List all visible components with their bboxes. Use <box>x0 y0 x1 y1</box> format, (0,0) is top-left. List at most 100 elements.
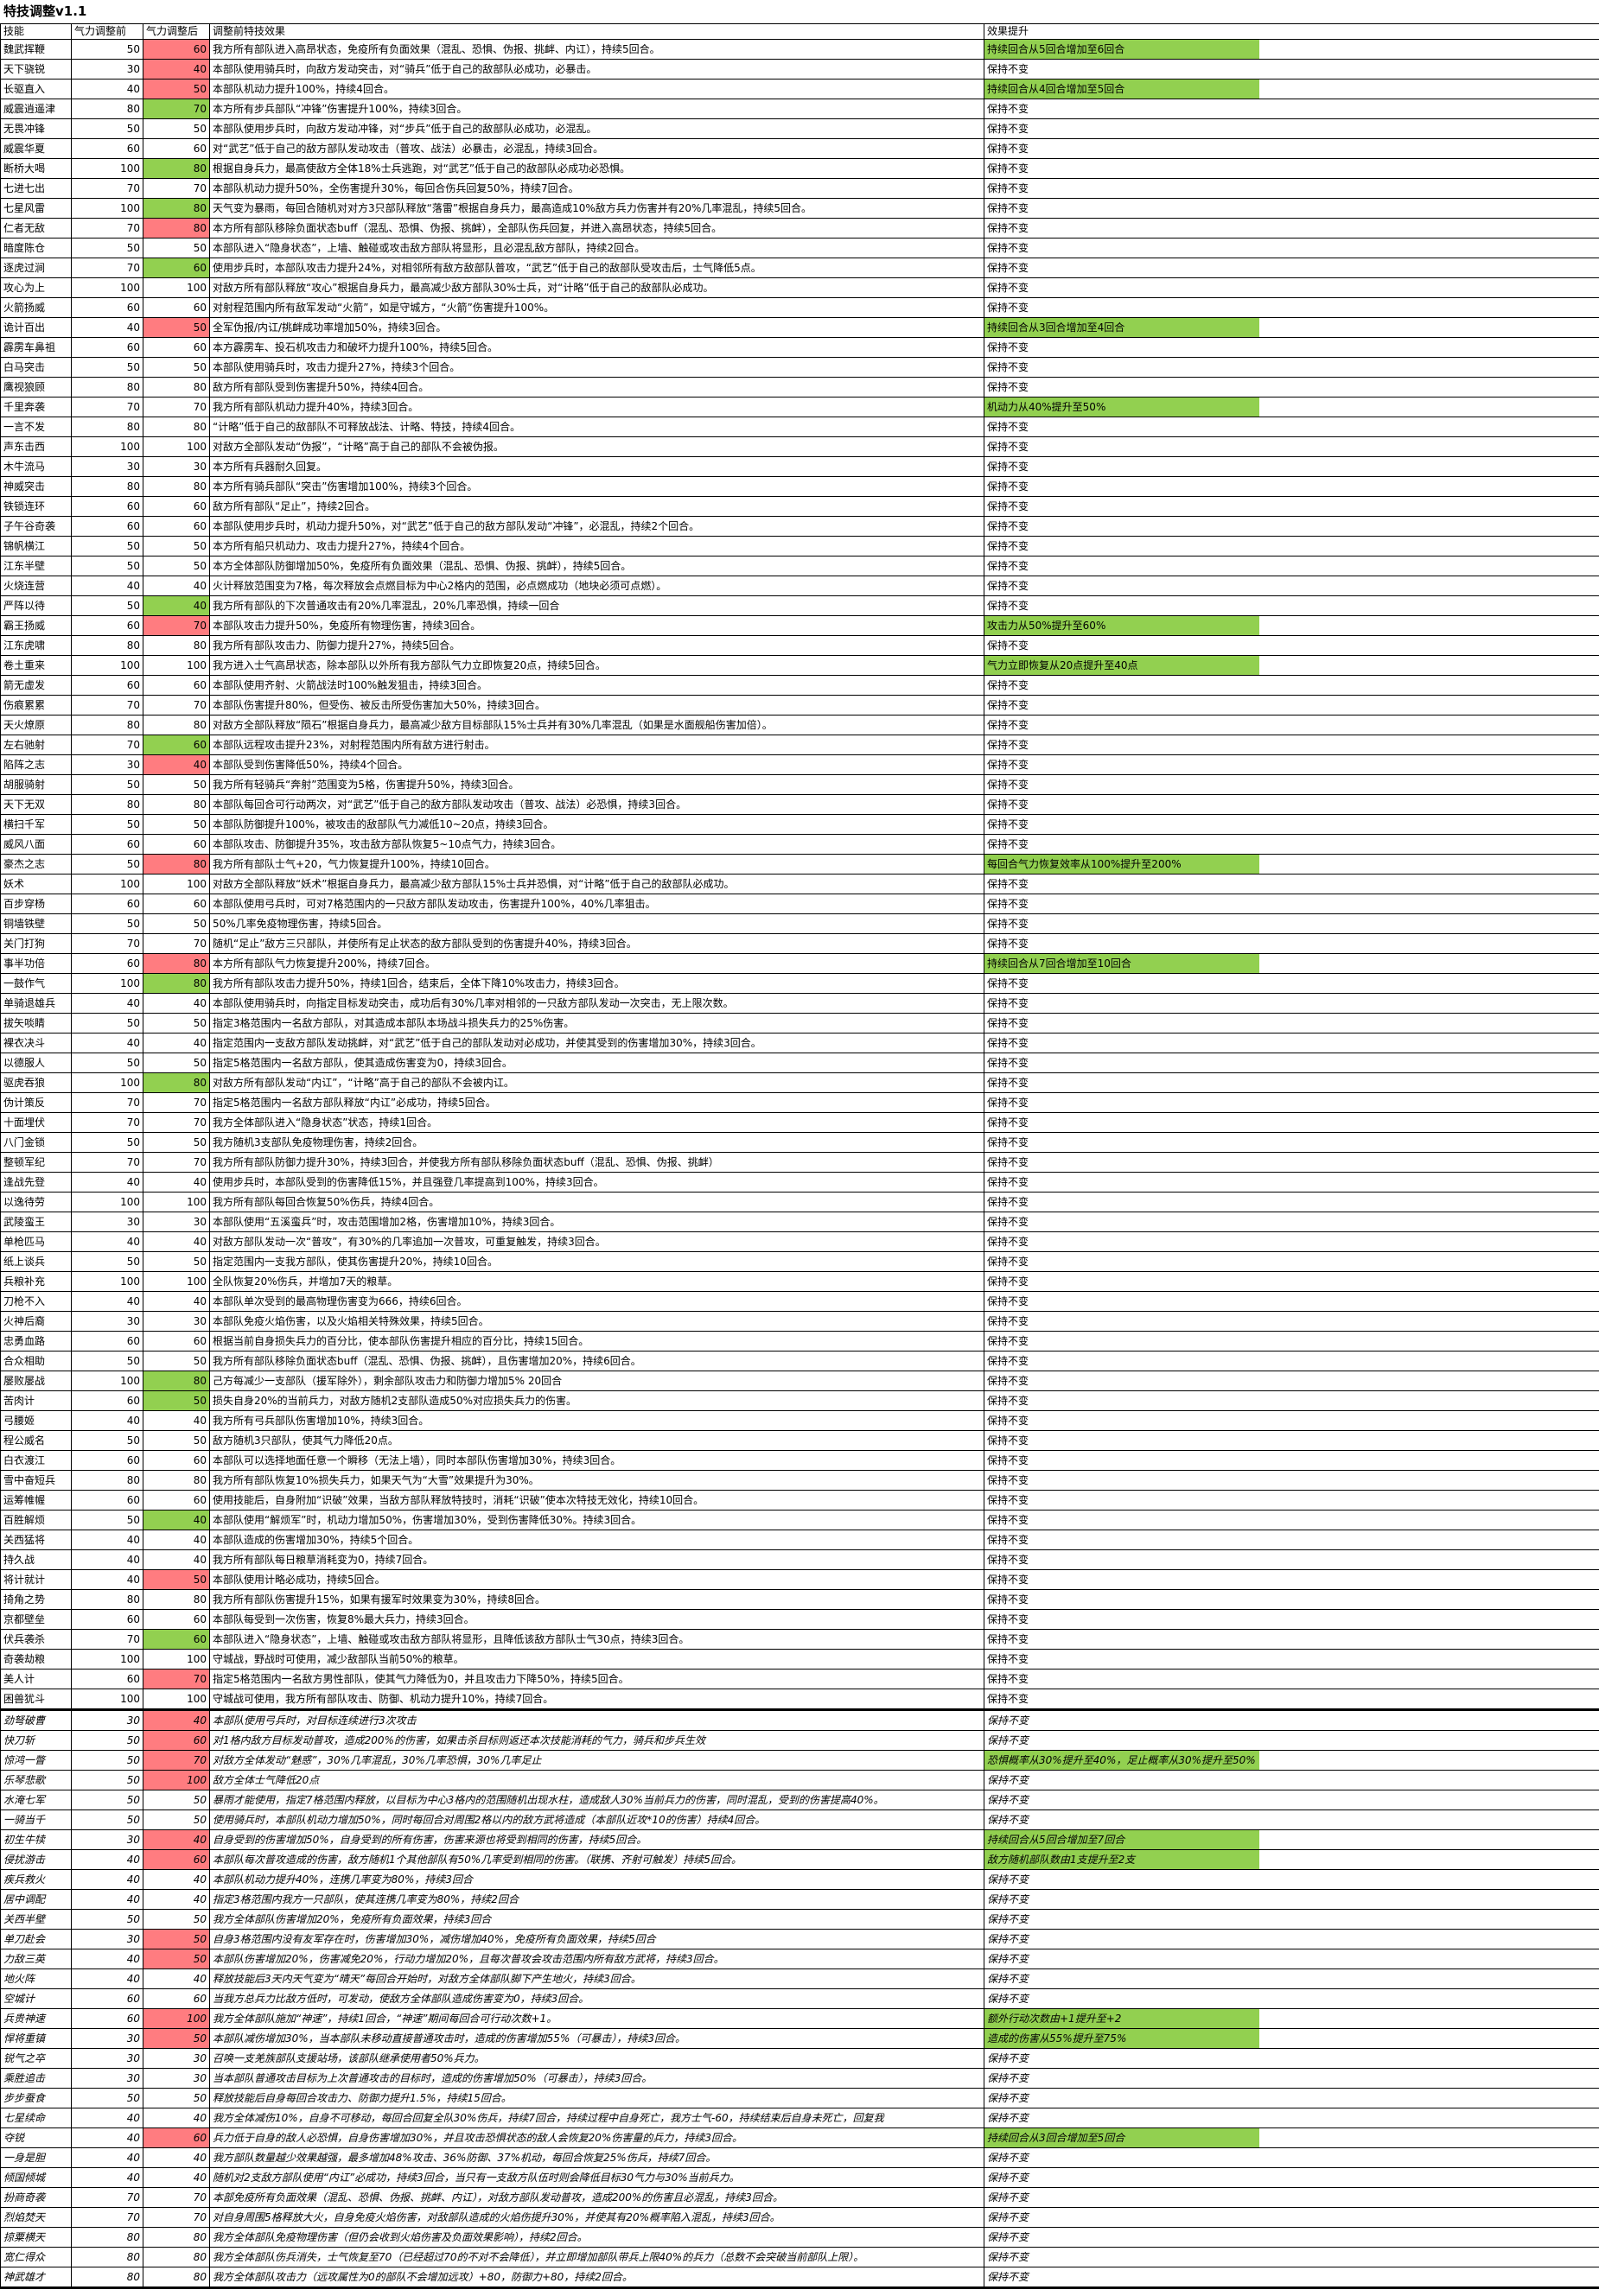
qi-after-cell: 80 <box>143 635 210 656</box>
table-row: 逐虎过涧 70 60 使用步兵时，本部队攻击力提升24%，对相邻所有敌方敌部队普攻，“… <box>0 258 1599 278</box>
skill-name-cell: 扮商奇袭 <box>0 2187 72 2208</box>
improvement-cell: 保持不变 <box>984 735 1599 755</box>
table-row: 雪中奋短兵 80 80 我方所有部队恢复10%损失兵力，如果天气为“大雪”效果提升为3… <box>0 1470 1599 1491</box>
skill-name-cell: 京都壁垒 <box>0 1609 72 1630</box>
skill-name-cell: 一鼓作气 <box>0 973 72 994</box>
effect-cell: 守城战可使用，我方所有部队攻击、防御、机动力提升10%，持续7回合。 <box>209 1689 984 1710</box>
skill-name-cell: 七星风雷 <box>0 198 72 219</box>
qi-before-cell: 50 <box>71 854 143 875</box>
qi-after-cell: 50 <box>143 1790 210 1810</box>
qi-before-cell: 70 <box>71 695 143 716</box>
table-row: 威震华夏 60 60 对“武艺”低于自己的敌方部队发动攻击（普攻、战法）必暴击，必混乱… <box>0 138 1599 159</box>
effect-cell: 随机对2支敌方部队使用“内讧”必成功，持续3回合，当只有一支敌方队伍时则会降低目… <box>209 2167 984 2188</box>
improvement-text: 保持不变 <box>987 938 1029 950</box>
qi-before-cell: 70 <box>71 1112 143 1133</box>
qi-before-cell: 30 <box>71 1708 143 1731</box>
improvement-text: 保持不变 <box>987 1613 1029 1625</box>
effect-cell: 我方所有轻骑兵“奔射”范围变为5格，伤害提升50%，持续3回合。 <box>209 774 984 795</box>
qi-after-cell: 60 <box>143 138 210 159</box>
improvement-cell: 保持不变 <box>984 158 1599 179</box>
qi-before-cell: 60 <box>71 2008 143 2029</box>
improvement-cell: 保持不变 <box>984 1510 1599 1530</box>
improvement-cell: 机动力从40%提升至50% <box>984 397 1599 417</box>
qi-before-cell: 50 <box>71 238 143 258</box>
qi-before-cell: 40 <box>71 1410 143 1431</box>
improvement-text: 敌方随机部队数由1支提升至2支 <box>984 1850 1259 1869</box>
qi-before-cell: 50 <box>71 1790 143 1810</box>
skill-name-cell: 力敌三英 <box>0 1949 72 1969</box>
effect-cell: 指定5格范围内一名敌方部队，使其造成伤害变为0，持续3回合。 <box>209 1053 984 1073</box>
qi-after-cell: 80 <box>143 476 210 497</box>
skill-name-cell: 烈焰焚天 <box>0 2207 72 2228</box>
qi-before-cell: 100 <box>71 198 143 219</box>
qi-before-cell: 70 <box>71 933 143 954</box>
skill-name-cell: 以德服人 <box>0 1053 72 1073</box>
skill-name-cell: 武陵蛮王 <box>0 1212 72 1232</box>
table-row: 逢战先登 40 40 使用步兵时，本部队受到的伤害降低15%，并且强登几率提高到100… <box>0 1172 1599 1193</box>
improvement-cell: 保持不变 <box>984 1053 1599 1073</box>
qi-before-cell: 50 <box>71 118 143 139</box>
improvement-text: 保持不变 <box>987 1454 1029 1466</box>
table-row: 仁者无敌 70 80 本方所有部队移除负面状态buff（混乱、恐惧、伪报、挑衅），全部… <box>0 218 1599 239</box>
qi-after-cell: 40 <box>143 2108 210 2128</box>
improvement-text: 保持不变 <box>987 262 1029 274</box>
improvement-cell: 保持不变 <box>984 874 1599 894</box>
effect-cell: 我方所有部队士气+20，气力恢复提升100%，持续10回合。 <box>209 854 984 875</box>
table-row: 火神后裔 30 30 本部队免疫火焰伤害，以及火焰相关特殊效果，持续5回合。 保持不变 <box>0 1311 1599 1332</box>
table-row: 魏武挥鞭 50 60 我方所有部队进入高昂状态，免疫所有负面效果（混乱、恐惧、伪报、挑… <box>0 39 1599 60</box>
skill-name-cell: 攻心为上 <box>0 277 72 298</box>
table-row: 苦肉计 60 50 损失自身20%的当前兵力，对敌方随机2支部队造成50%对应损失兵力… <box>0 1390 1599 1411</box>
improvement-cell: 保持不变 <box>984 1390 1599 1411</box>
skill-name-cell: 声东击西 <box>0 436 72 457</box>
skill-name-cell: 关西猛将 <box>0 1530 72 1550</box>
effect-cell: 我方所有部队移除负面状态buff（混乱、恐惧、伪报、挑衅），且伤害增加20%，持… <box>209 1351 984 1371</box>
qi-before-cell: 100 <box>71 973 143 994</box>
effect-cell: 我方进入士气高昂状态，除本部队以外所有我方部队气力立即恢复20点，持续5回合。 <box>209 655 984 676</box>
qi-before-cell: 40 <box>71 1033 143 1053</box>
effect-cell: 对敌方全部队发动“伪报”，“计略”高于自己的部队不会被伪报。 <box>209 436 984 457</box>
qi-after-cell: 70 <box>143 695 210 716</box>
skill-name-cell: 胡服骑射 <box>0 774 72 795</box>
qi-before-cell: 30 <box>71 2068 143 2089</box>
improvement-text: 保持不变 <box>987 2052 1029 2064</box>
improvement-text: 造成的伤害从55%提升至75% <box>984 2029 1259 2048</box>
table-row: 驱虎吞狼 100 80 对敌方所有部队发动“内讧”，“计略”高于自己的部队不会被内讧。… <box>0 1072 1599 1093</box>
qi-before-cell: 50 <box>71 1510 143 1530</box>
skill-name-cell: 刀枪不入 <box>0 1291 72 1312</box>
qi-before-cell: 30 <box>71 1311 143 1332</box>
improvement-text: 保持不变 <box>987 1693 1029 1705</box>
qi-before-cell: 100 <box>71 1371 143 1391</box>
effect-cell: 本方所有部队移除负面状态buff（混乱、恐惧、伪报、挑衅），全部队伤兵回复，并进… <box>209 218 984 239</box>
improvement-cell: 攻击力从50%提升至60% <box>984 615 1599 636</box>
table-row: 铁锁连环 60 60 敌方所有部队“足止”，持续2回合。 保持不变 <box>0 496 1599 517</box>
effect-cell: 本部队机动力提升40%，连携几率变为80%，持续3回合 <box>209 1869 984 1890</box>
table-row: 一鼓作气 100 80 我方所有部队攻击力提升50%，持续1回合，结束后，全体下降10… <box>0 973 1599 994</box>
qi-before-cell: 50 <box>71 1430 143 1451</box>
col-header-qi-after: 气力调整后 <box>143 23 210 40</box>
qi-after-cell: 50 <box>143 774 210 795</box>
table-row: 一身是胆 40 40 我方部队数量越少效果越强，最多增加48%攻击、36%防御、37%… <box>0 2147 1599 2168</box>
improvement-text: 保持不变 <box>987 719 1029 731</box>
improvement-text: 持续回合从5回合增加至6回合 <box>984 40 1259 59</box>
table-row: 天火燎原 80 80 对敌方全部队释放“陨石”根据自身兵力，最高减少敌方目标部队15%… <box>0 715 1599 735</box>
improvement-cell: 保持不变 <box>984 496 1599 517</box>
table-row: 诡计百出 40 50 全军伪报/内讧/挑衅成功率增加50%，持续3回合。 持续回合从3回… <box>0 317 1599 338</box>
table-row: 一言不发 80 80 “计略”低于自己的敌部队不可释放战法、计略、特技，持续4回合。保… <box>0 417 1599 437</box>
qi-after-cell: 40 <box>143 1968 210 1989</box>
improvement-text: 保持不变 <box>987 2172 1029 2184</box>
effect-cell: 本部队使用骑兵时，向敌方发动突击，对“骑兵”低于自己的敌部队必成功，必暴击。 <box>209 59 984 80</box>
improvement-text: 保持不变 <box>987 1714 1029 1727</box>
improvement-text: 保持不变 <box>987 2092 1029 2104</box>
qi-before-cell: 80 <box>71 715 143 735</box>
improvement-cell: 保持不变 <box>984 1371 1599 1391</box>
table-row: 威风八面 60 60 本部队攻击、防御提升35%，攻击敌方部队恢复5~10点气力，持续… <box>0 834 1599 855</box>
effect-cell: 使用技能后，自身附加“识破”效果，当敌方部队释放特技时，消耗“识破”使本次特技无… <box>209 1490 984 1511</box>
skill-name-cell: 持久战 <box>0 1549 72 1570</box>
effect-cell: 对自身周围5格释放大火，自身免疫火焰伤害，对敌部队造成的火焰伤提升30%，并使其… <box>209 2207 984 2228</box>
improvement-cell: 保持不变 <box>984 1809 1599 1830</box>
skill-name-cell: 七进七出 <box>0 178 72 199</box>
effect-cell: 本方全体部队防御增加50%，免疫所有负面效果（混乱、恐惧、伪报、挑衅），持续5回… <box>209 556 984 576</box>
improvement-cell: 保持不变 <box>984 2247 1599 2267</box>
table-row: 神威突击 80 80 本方所有骑兵部队“突击”伤害增加100%，持续3个回合。 保持不变 <box>0 476 1599 497</box>
improvement-cell: 保持不变 <box>984 1470 1599 1491</box>
